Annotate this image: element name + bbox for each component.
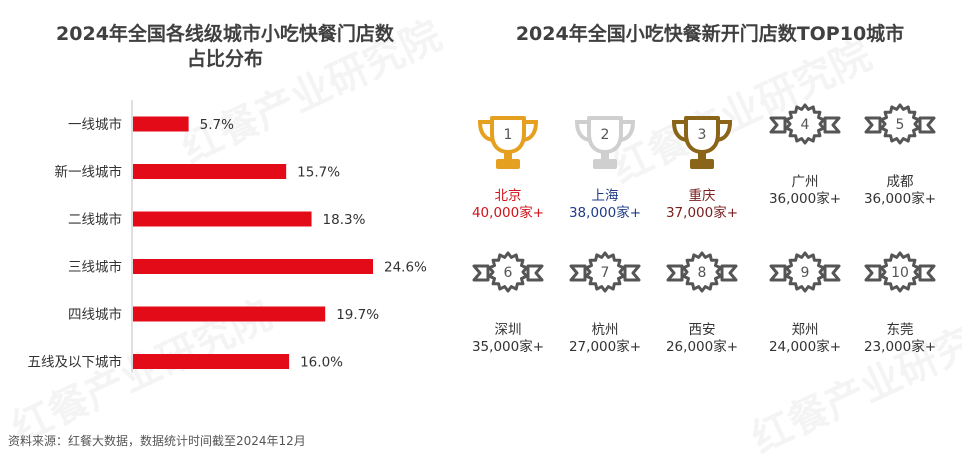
svg-text:5: 5 [896, 117, 905, 133]
category-label: 五线及以下城市 [28, 354, 123, 371]
city-store-count: 36,000家+ [863, 191, 937, 207]
svg-text:4: 4 [801, 117, 810, 133]
category-label: 二线城市 [68, 211, 122, 228]
star-badge-icon: 6 [472, 246, 544, 306]
value-label: 24.6% [384, 260, 427, 276]
city-store-count: 27,000家+ [568, 339, 642, 355]
star-badge-icon: 10 [864, 246, 936, 306]
bar-chart: 一线城市 5.7% 新一线城市 15.7% 二线城市 18.3% 三线城市 24.6% 四线城市… [28, 100, 427, 373]
city-store-count: 26,000家+ [665, 339, 739, 355]
svg-text:1: 1 [504, 127, 513, 143]
svg-text:9: 9 [801, 265, 810, 281]
svg-text:7: 7 [601, 265, 610, 281]
left-chart-title-line2: 占比分布 [186, 48, 263, 70]
star-badge-icon: 4 [769, 98, 841, 158]
svg-text:8: 8 [698, 265, 707, 281]
city-store-count: 36,000家+ [768, 191, 842, 207]
star-badge-icon: 8 [666, 246, 738, 306]
svg-text:2: 2 [601, 127, 610, 143]
city-name: 杭州 [591, 322, 619, 338]
right-chart-title: 2024年全国小吃快餐新开门店数TOP10城市 [515, 23, 905, 45]
left-chart-title-line1: 2024年全国各线级城市小吃快餐门店数 [56, 23, 394, 45]
city-name: 西安 [688, 322, 716, 338]
watermark: 红餐产业研究院 [741, 294, 962, 464]
city-name: 重庆 [688, 188, 716, 204]
svg-text:10: 10 [891, 265, 909, 281]
city-name: 郑州 [791, 322, 819, 338]
category-label: 三线城市 [68, 259, 122, 276]
value-label: 16.0% [300, 355, 343, 371]
city-store-count: 37,000家+ [665, 205, 739, 221]
bar [133, 354, 290, 369]
star-badge-icon: 5 [864, 98, 936, 158]
city-name: 东莞 [886, 322, 914, 338]
star-badge-icon: 9 [769, 246, 841, 306]
bar [133, 164, 287, 179]
city-store-count: 40,000家+ [471, 205, 545, 221]
value-label: 18.3% [323, 212, 366, 228]
trophy-icon: 1 [472, 112, 544, 172]
bar [133, 211, 312, 227]
city-store-count: 35,000家+ [471, 339, 545, 355]
left-chart-title: 2024年全国各线级城市小吃快餐门店数 占比分布 [15, 22, 435, 72]
svg-text:6: 6 [504, 265, 513, 281]
city-name: 上海 [591, 188, 619, 204]
category-label: 新一线城市 [55, 164, 123, 181]
value-label: 5.7% [200, 117, 234, 133]
trophy-icon: 2 [569, 112, 641, 172]
bar [133, 306, 326, 322]
svg-text:3: 3 [698, 127, 707, 143]
city-name: 深圳 [494, 322, 522, 338]
city-name: 广州 [791, 174, 819, 190]
value-label: 19.7% [336, 307, 379, 323]
city-store-count: 24,000家+ [768, 339, 842, 355]
bar [133, 116, 189, 132]
category-label: 四线城市 [68, 306, 122, 323]
city-name: 成都 [886, 174, 914, 190]
category-label: 一线城市 [68, 116, 122, 133]
bar [133, 259, 373, 274]
value-label: 15.7% [297, 165, 340, 181]
city-store-count: 23,000家+ [863, 339, 937, 355]
city-name: 北京 [494, 188, 522, 204]
star-badge-icon: 7 [569, 246, 641, 306]
city-store-count: 38,000家+ [568, 205, 642, 221]
trophy-icon: 3 [666, 112, 738, 172]
source-note: 资料来源：红餐大数据，数据统计时间截至2024年12月 [8, 434, 306, 448]
